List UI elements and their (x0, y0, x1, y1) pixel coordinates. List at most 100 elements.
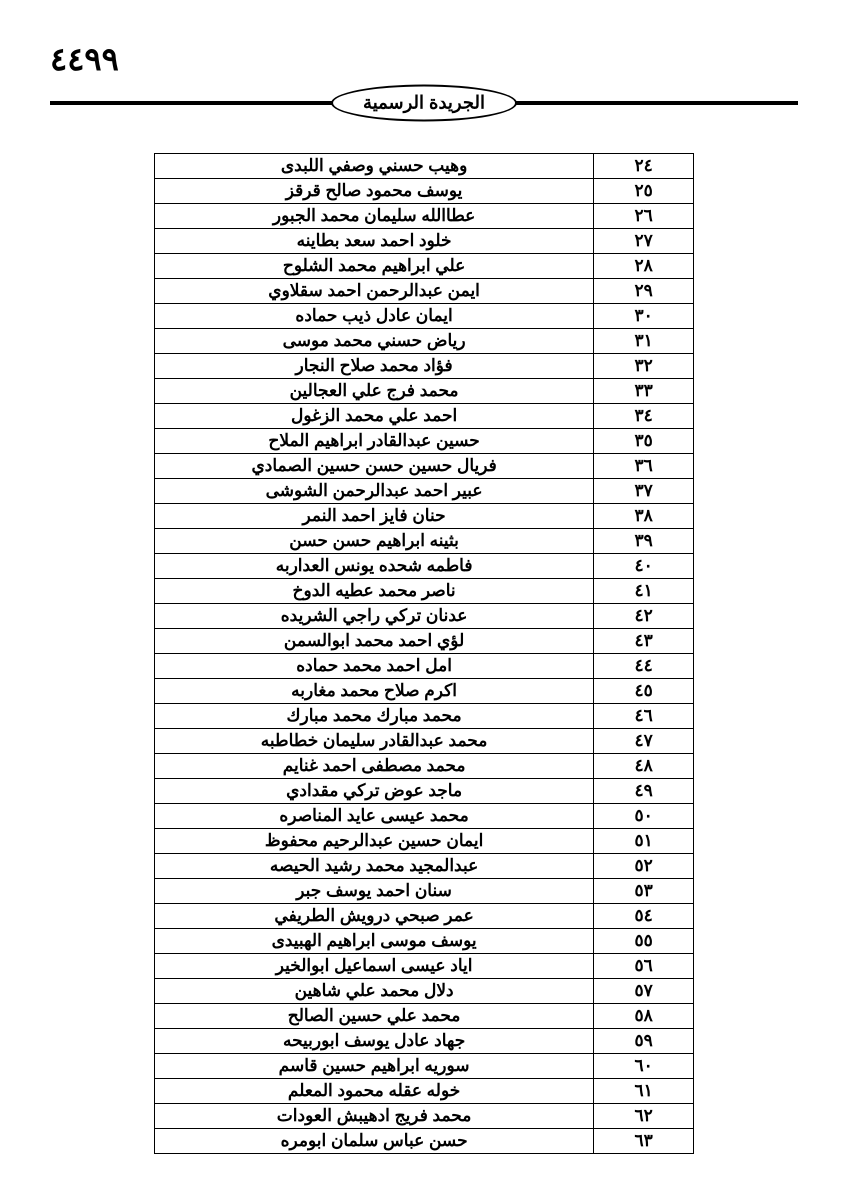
row-name: جهاد عادل يوسف ابوربيحه (155, 1029, 594, 1054)
row-number: ٣٠ (594, 304, 694, 329)
table-row: ٥٠محمد عيسى عايد المناصره (155, 804, 694, 829)
row-name: محمد عيسى عايد المناصره (155, 804, 594, 829)
row-number: ٣٨ (594, 504, 694, 529)
row-name: محمد فرج علي العجالين (155, 379, 594, 404)
row-name: عطاالله سليمان محمد الجبور (155, 204, 594, 229)
row-name: دلال محمد علي شاهين (155, 979, 594, 1004)
table-row: ٦١خوله عقله محمود المعلم (155, 1079, 694, 1104)
table-row: ٤٢عدنان تركي راجي الشريده (155, 604, 694, 629)
row-number: ٥٧ (594, 979, 694, 1004)
table-row: ٤٦محمد مبارك محمد مبارك (155, 704, 694, 729)
row-number: ٤٤ (594, 654, 694, 679)
row-number: ٢٥ (594, 179, 694, 204)
table-row: ٢٥يوسف محمود صالح قرقز (155, 179, 694, 204)
row-name: فؤاد محمد صلاح النجار (155, 354, 594, 379)
table-row: ٥٢عبدالمجيد محمد رشيد الحيصه (155, 854, 694, 879)
row-number: ٣٥ (594, 429, 694, 454)
table-row: ٣٩بثينه ابراهيم حسن حسن (155, 529, 694, 554)
row-number: ٤٢ (594, 604, 694, 629)
names-table: ٢٤وهيب حسني وصفي اللبدى٢٥يوسف محمود صالح… (154, 153, 694, 1154)
table-row: ٤٥اكرم صلاح محمد مغاربه (155, 679, 694, 704)
row-name: محمد علي حسين الصالح (155, 1004, 594, 1029)
header-divider: الجريدة الرسمية (50, 83, 798, 123)
table-row: ٣٥حسين عبدالقادر ابراهيم الملاح (155, 429, 694, 454)
row-number: ٢٦ (594, 204, 694, 229)
row-number: ٦١ (594, 1079, 694, 1104)
table-row: ٤١ناصر محمد عطيه الدوخ (155, 579, 694, 604)
row-number: ٣٤ (594, 404, 694, 429)
row-number: ٣٧ (594, 479, 694, 504)
row-name: رياض حسني محمد موسى (155, 329, 594, 354)
table-row: ٣٨حنان فايز احمد النمر (155, 504, 694, 529)
row-name: عبدالمجيد محمد رشيد الحيصه (155, 854, 594, 879)
row-name: فاطمه شحده يونس العداربه (155, 554, 594, 579)
row-number: ٥٦ (594, 954, 694, 979)
table-row: ٥٥يوسف موسى ابراهيم الهبيدى (155, 929, 694, 954)
row-name: علي ابراهيم محمد الشلوح (155, 254, 594, 279)
table-row: ٢٨علي ابراهيم محمد الشلوح (155, 254, 694, 279)
row-name: عمر صبحي درويش الطريفي (155, 904, 594, 929)
row-name: ايمن عبدالرحمن احمد سقلاوي (155, 279, 594, 304)
row-name: يوسف موسى ابراهيم الهبيدى (155, 929, 594, 954)
row-number: ٣٢ (594, 354, 694, 379)
row-number: ٣١ (594, 329, 694, 354)
row-name: لؤي احمد محمد ابوالسمن (155, 629, 594, 654)
row-number: ٤٠ (594, 554, 694, 579)
row-number: ٣٩ (594, 529, 694, 554)
row-name: محمد عبدالقادر سليمان خطاطبه (155, 729, 594, 754)
row-number: ٦٣ (594, 1129, 694, 1154)
row-name: سوريه ابراهيم حسين قاسم (155, 1054, 594, 1079)
table-row: ٤٠فاطمه شحده يونس العداربه (155, 554, 694, 579)
table-row: ٣٣محمد فرج علي العجالين (155, 379, 694, 404)
row-number: ٤٥ (594, 679, 694, 704)
row-number: ٥٢ (594, 854, 694, 879)
table-row: ٤٧محمد عبدالقادر سليمان خطاطبه (155, 729, 694, 754)
row-name: محمد مبارك محمد مبارك (155, 704, 594, 729)
row-number: ٢٨ (594, 254, 694, 279)
table-row: ٣٦فريال حسين حسن حسين الصمادي (155, 454, 694, 479)
row-number: ٣٦ (594, 454, 694, 479)
row-number: ٤٩ (594, 779, 694, 804)
row-name: امل احمد محمد حماده (155, 654, 594, 679)
table-row: ٣٠ايمان عادل ذيب حماده (155, 304, 694, 329)
table-row: ٥٤عمر صبحي درويش الطريفي (155, 904, 694, 929)
row-number: ٣٣ (594, 379, 694, 404)
row-name: اياد عيسى اسماعيل ابوالخير (155, 954, 594, 979)
table-row: ٥٩جهاد عادل يوسف ابوربيحه (155, 1029, 694, 1054)
row-number: ٦٢ (594, 1104, 694, 1129)
row-number: ٤١ (594, 579, 694, 604)
row-number: ٥٨ (594, 1004, 694, 1029)
table-row: ٣٧عبير احمد عبدالرحمن الشوشى (155, 479, 694, 504)
row-name: ايمان حسين عبدالرحيم محفوظ (155, 829, 594, 854)
row-name: محمد فريج ادهيبش العودات (155, 1104, 594, 1129)
row-name: اكرم صلاح محمد مغاربه (155, 679, 594, 704)
row-number: ٤٣ (594, 629, 694, 654)
row-name: يوسف محمود صالح قرقز (155, 179, 594, 204)
table-row: ٢٩ايمن عبدالرحمن احمد سقلاوي (155, 279, 694, 304)
table-row: ٤٩ماجد عوض تركي مقدادي (155, 779, 694, 804)
row-number: ٢٧ (594, 229, 694, 254)
row-number: ٥١ (594, 829, 694, 854)
table-row: ٥١ايمان حسين عبدالرحيم محفوظ (155, 829, 694, 854)
row-name: حسين عبدالقادر ابراهيم الملاح (155, 429, 594, 454)
row-name: حنان فايز احمد النمر (155, 504, 594, 529)
row-name: ايمان عادل ذيب حماده (155, 304, 594, 329)
row-number: ٥٥ (594, 929, 694, 954)
table-row: ٤٣لؤي احمد محمد ابوالسمن (155, 629, 694, 654)
table-row: ٣٢فؤاد محمد صلاح النجار (155, 354, 694, 379)
table-row: ٢٧خلود احمد سعد بطاينه (155, 229, 694, 254)
row-name: فريال حسين حسن حسين الصمادي (155, 454, 594, 479)
table-row: ٤٨محمد مصطفى احمد غنايم (155, 754, 694, 779)
table-row: ٥٧دلال محمد علي شاهين (155, 979, 694, 1004)
row-number: ٤٧ (594, 729, 694, 754)
row-number: ٥٩ (594, 1029, 694, 1054)
row-name: ناصر محمد عطيه الدوخ (155, 579, 594, 604)
page-number: ٤٤٩٩ (50, 40, 798, 78)
row-name: عدنان تركي راجي الشريده (155, 604, 594, 629)
row-name: ماجد عوض تركي مقدادي (155, 779, 594, 804)
row-name: خلود احمد سعد بطاينه (155, 229, 594, 254)
table-row: ٥٣سنان احمد يوسف جبر (155, 879, 694, 904)
row-name: حسن عباس سلمان ابومره (155, 1129, 594, 1154)
table-row: ٥٨محمد علي حسين الصالح (155, 1004, 694, 1029)
row-number: ٥٣ (594, 879, 694, 904)
